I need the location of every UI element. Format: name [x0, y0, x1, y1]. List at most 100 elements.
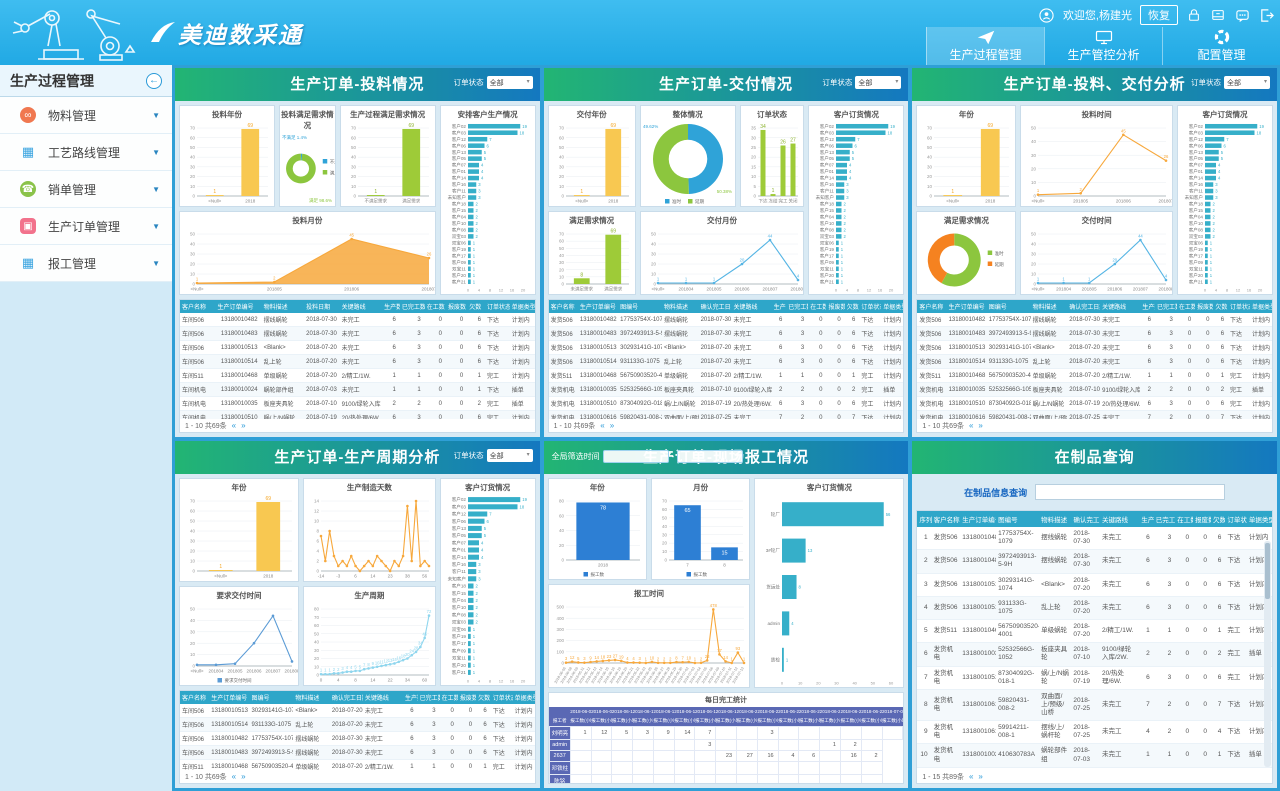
table-row[interactable]: 发货506131800104833972493913-5-9H摆线蜗轮2018-…: [548, 326, 904, 341]
table-row[interactable]: 车间机电 13180010035 板座夹具轮 2018-07-10 9100/绿轮入库 2…: [180, 396, 535, 411]
table-row[interactable]: 车间5111318001046856750903520-4001单级蜗轮2018…: [180, 759, 535, 770]
table-row[interactable]: 发货5111318001046856750903520-4001单级蜗轮2018…: [917, 368, 1272, 383]
table-row[interactable]: 车间506 13180010514 乱上轮 2018-07-20 未完工 6 3 0 0 6 下达计…: [180, 354, 535, 369]
table-cell: 0: [1193, 689, 1212, 722]
sidebar-item-sales-order[interactable]: ☎ 销单管理 ▼: [0, 171, 172, 208]
next-page-button[interactable]: »: [241, 772, 246, 781]
sidebar-item-production-order[interactable]: ▣ 生产订单管理 ▼: [0, 208, 172, 245]
cycle-orders-table[interactable]: 客户名称生产订单编号图编号物料描述确认完工日期关键路线生产数已完工数在工数报废数…: [180, 691, 535, 770]
table-row[interactable]: 9发货机电1318001061759914211-008-1摆线/上/蜗杆轮20…: [917, 720, 1272, 745]
table-row[interactable]: 7发货机电1318001051087304092G-018-1蜗/上/N蜗轮20…: [917, 666, 1272, 690]
collapse-sidebar-button[interactable]: ←: [146, 72, 162, 89]
table-row[interactable]: 2637 23 27 16 4 6 16 2: [548, 750, 903, 762]
column-header: 欠数: [476, 691, 491, 704]
feeding-orders-table[interactable]: 客户名称 生产订单编号 物料描述 投料日期 关键路线 生产数 已完工数 在工数 报废数 欠数 订单状…: [180, 300, 535, 419]
prev-page-button[interactable]: «: [968, 772, 974, 781]
lock-icon[interactable]: [1186, 7, 1202, 23]
nav-config-management[interactable]: 配置管理: [1162, 27, 1280, 65]
table-row[interactable]: 发货5061318001051330293141G-1074<Blank>201…: [917, 340, 1272, 355]
table-cell: 发货机电: [931, 642, 961, 667]
next-page-button[interactable]: »: [978, 421, 983, 430]
chart-title: 年份: [231, 483, 247, 492]
chart-title: 投料月份: [292, 216, 323, 225]
time-to-input[interactable]: [677, 450, 744, 463]
order-status-filter[interactable]: 订单状态 全部 ▾: [822, 76, 902, 89]
next-page-button[interactable]: »: [241, 421, 246, 430]
table-row[interactable]: 车间5061318001051330293141G-1074<Blank>201…: [180, 704, 535, 718]
prev-page-button[interactable]: «: [231, 421, 237, 430]
table-cell: [819, 726, 841, 740]
table-row[interactable]: 11客户01131800104008979931513-4003.11支撑架20…: [917, 767, 1272, 770]
table-cell: 发货506: [917, 354, 947, 369]
table-row[interactable]: 4发货50613180010514931133G-1075乱上轮2018-07-…: [917, 596, 1272, 621]
sidebar-item-work-report[interactable]: ▦ 报工管理 ▼: [0, 245, 172, 282]
table-row[interactable]: 发货506 13180010514 931133G-1075 乱上轮 2018-07-2…: [917, 354, 1272, 369]
table-row[interactable]: 车间506 13180010483 摆线蜗轮 2018-07-30 未完工 6 3 0 0 6 下达…: [180, 326, 535, 341]
table-row[interactable]: 车间511 13180010468 单级蜗轮 2018-07-20 2/精工/1W. 1 1…: [180, 368, 535, 383]
table-row[interactable]: 2发货506131800104833972493913-5-9H摆线蜗轮2018…: [917, 549, 1272, 574]
table-cell: 6: [1140, 396, 1155, 411]
daily-completion-table[interactable]: 2018-06-062018-06-082018-06-112018-06-12…: [548, 707, 904, 783]
table-row[interactable]: 刘明亮 1 12 5 3 9 14 7 3: [548, 726, 904, 740]
logout-icon[interactable]: [1258, 7, 1274, 23]
table-cell: 6: [476, 731, 491, 746]
archive-icon[interactable]: [1210, 7, 1226, 23]
table-row[interactable]: 陈铭: [548, 774, 903, 783]
table-row[interactable]: 发货机电1318001003552532566G-1052板座夹具轮2018-0…: [917, 382, 1272, 397]
table-row[interactable]: 8发货机电1318001061659820431-008-2双曲面/上/预级/山…: [917, 689, 1272, 722]
table-row[interactable]: 发货机电1318001061659820431-008-2双曲面/上/预级201…: [917, 410, 1272, 419]
prev-page-button[interactable]: «: [600, 421, 605, 430]
prev-page-button[interactable]: «: [968, 421, 974, 430]
nav-production-process[interactable]: 生产过程管理: [926, 27, 1044, 65]
delivery-month-line-chart: 0 10 20 30 40 50 1 1 1 20 44 4 <Null> 201804 201805 201…: [641, 226, 804, 294]
next-page-button[interactable]: »: [609, 421, 615, 430]
table-cell: 1: [399, 368, 425, 383]
order-status-filter[interactable]: 订单状态 全部 ▾: [1191, 76, 1270, 89]
restore-button[interactable]: 恢复: [1140, 5, 1178, 25]
table-row[interactable]: 发货5061318001051330293141G-1074<Blank>201…: [548, 340, 904, 355]
table-row[interactable]: 1发货5061318001048217753754X-1079摆线蜗轮2018-…: [917, 527, 1272, 551]
table-row[interactable]: 发货机电1318001061659820431-008-2双曲面/上/预级201…: [548, 410, 904, 419]
table-row[interactable]: 车间506 13180010513 <Blank> 2018-07-20 未完工 6 3 0 0…: [180, 340, 535, 355]
analysis-orders-table[interactable]: 客户名称生产订单编号图编号物料描述确认完工日期关键路线生产数已完工数在工数报废数…: [917, 300, 1272, 419]
table-row[interactable]: 发货5111318001046856750903520-4001单级蜗轮2018…: [548, 368, 904, 383]
table-row[interactable]: 5发货5111318001046856750903520-4001单级蜗轮201…: [917, 619, 1272, 644]
table-row[interactable]: 发货机电1318001051087304092G-018-1蜗/上/N蜗轮201…: [917, 396, 1272, 411]
table-row[interactable]: 车间506 13180010482 摆线蜗轮 2018-07-30 未完工 6 3 0 0 6 下达…: [180, 313, 535, 327]
order-status-filter[interactable]: 订单状态 全部 ▾: [454, 449, 533, 462]
table-cell: 2018-07-20: [698, 340, 732, 355]
table-row[interactable]: 发货506 13180010482 17753754X-1079 摆线蜗轮 2018-0…: [548, 313, 904, 327]
order-status-filter[interactable]: 订单状态 全部 ▾: [454, 76, 533, 89]
nav-production-analysis[interactable]: 生产管控分析: [1044, 27, 1162, 65]
table-row[interactable]: 10发货机电13180010024410630783A蜗轮部件组2018-07-…: [917, 743, 1272, 768]
table-row[interactable]: 发货506131800104833972493913-5-9H摆线蜗轮2018-…: [917, 326, 1272, 341]
next-page-button[interactable]: »: [978, 772, 983, 781]
prev-page-button[interactable]: «: [231, 772, 237, 781]
table-row[interactable]: 邓铁柱: [548, 761, 903, 775]
scrollbar-thumb[interactable]: [1264, 543, 1270, 599]
sidebar-item-process-route[interactable]: ▦ 工艺路线管理 ▼: [0, 134, 172, 171]
table-row[interactable]: 车间506 13180010482 17753754X-1079 摆线蜗轮 2018-0…: [180, 731, 535, 746]
table-row[interactable]: 3发货5061318001051330293141G-1074<Blank>20…: [917, 573, 1272, 597]
chat-icon[interactable]: [1234, 7, 1250, 23]
table-row[interactable]: 车间机电 13180010510 蜗/上/N蜗轮 2018-07-19 20/热处理/6…: [180, 410, 535, 419]
delivery-orders-table[interactable]: 客户名称生产订单编号图编号物料描述确认完工日期关键路线生产数已完工数在工数报废数…: [548, 300, 904, 419]
table-row[interactable]: admin 3 1 2: [548, 739, 903, 751]
scrollbar[interactable]: [1263, 541, 1271, 767]
table-row[interactable]: 车间506 13180010514 931133G-1075 乱上轮 2018-07-2…: [180, 717, 535, 732]
table-cell: 车间511: [180, 759, 210, 770]
wip-search-input[interactable]: [1035, 484, 1226, 500]
table-row[interactable]: 发货506 13180010482 17753754X-1079 摆线蜗轮 2018-0…: [917, 313, 1272, 327]
table-row[interactable]: 发货机电1318001051087304092G-018-1蜗/上/N蜗轮201…: [548, 396, 904, 411]
table-row[interactable]: 车间机电 13180010024 蜗轮部件组 2018-07-03 未完工 1 1 0 0 1 下达…: [180, 382, 535, 397]
time-from-input[interactable]: [602, 450, 669, 463]
wip-table[interactable]: 序列客户名称生产订单编号图编号物料描述确认完工日期关键路线生产数已完工数在工数报…: [917, 511, 1272, 770]
svg-text:30: 30: [559, 164, 565, 169]
sidebar-item-material[interactable]: ∞ 物料管理 ▼: [0, 97, 172, 134]
column-header: 已完工数: [399, 300, 425, 313]
chart-title: 客户订货情况: [806, 483, 852, 492]
table-row[interactable]: 发货506 13180010514 931133G-1075 乱上轮 2018-07-2…: [548, 354, 904, 369]
table-row[interactable]: 发货机电1318001003552532566G-1052板座夹具轮2018-0…: [548, 382, 904, 397]
table-row[interactable]: 车间506131800104833972493913-5-9H摆线蜗轮2018-…: [180, 745, 535, 760]
table-row[interactable]: 6发货机电1318001003552532566G-1052板座夹具轮2018-…: [917, 642, 1272, 667]
